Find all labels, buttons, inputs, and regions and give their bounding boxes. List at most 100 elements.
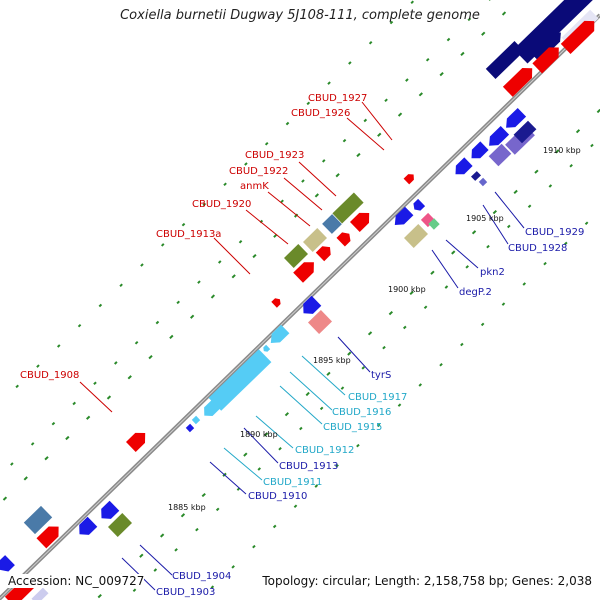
- gene-feature: [270, 324, 290, 343]
- gene-feature: [303, 228, 327, 252]
- ruler-1895: 1895 kbp: [313, 356, 351, 365]
- tick-mark: [527, 204, 532, 208]
- label-cbud-1929: CBUD_1929: [525, 227, 584, 238]
- tick-mark: [492, 209, 497, 215]
- tick-mark: [584, 221, 589, 226]
- tick-mark: [410, 0, 415, 5]
- gene-feature: [428, 218, 440, 230]
- tick-mark: [190, 314, 195, 319]
- gene-feature: [488, 143, 512, 167]
- tick-mark: [522, 282, 527, 286]
- tick-mark: [299, 426, 303, 431]
- gene-feature: [404, 224, 428, 248]
- tick-mark: [384, 98, 388, 103]
- tick-mark: [439, 362, 443, 367]
- label-tyrs: tyrS: [371, 370, 391, 381]
- tick-mark: [467, 17, 472, 22]
- tick-mark: [56, 344, 61, 348]
- tick-mark: [306, 101, 311, 106]
- tick-mark: [348, 61, 352, 65]
- label-cbud-1928: CBUD_1928: [508, 243, 567, 254]
- gene-feature: [403, 174, 414, 185]
- gene-feature: [191, 415, 201, 425]
- tick-mark: [160, 243, 165, 247]
- tick-mark: [223, 182, 227, 187]
- tick-mark: [347, 351, 352, 356]
- tick-mark: [342, 138, 347, 143]
- ruler-1905: 1905 kbp: [466, 214, 504, 223]
- gene-feature: [36, 526, 59, 549]
- ruler-labels: 1885 kbp 1890 kbp 1895 kbp 1900 kbp 1905…: [168, 146, 581, 512]
- tick-mark: [423, 305, 428, 310]
- tick-mark: [139, 553, 144, 558]
- gene-feature: [394, 206, 414, 225]
- tick-mark: [486, 244, 490, 249]
- tick-mark: [548, 184, 553, 188]
- tick-mark: [238, 239, 243, 244]
- tick-mark: [148, 354, 153, 360]
- gene-feature: [560, 20, 595, 54]
- label-cbud-1915: CBUD_1915: [323, 422, 382, 433]
- tick-mark: [155, 320, 160, 325]
- tick-mark: [153, 568, 158, 572]
- tick-mark: [439, 71, 444, 77]
- tick-mark: [174, 548, 178, 552]
- gene-feature: [271, 298, 281, 308]
- tick-mark: [98, 303, 103, 308]
- gene-feature: [322, 214, 342, 234]
- genome-summary: Topology: circular; Length: 2,158,758 bp…: [262, 574, 592, 588]
- label-cbud-1910: CBUD_1910: [248, 491, 307, 502]
- tick-mark: [405, 78, 409, 82]
- tick-mark: [481, 31, 486, 36]
- tick-mark: [314, 193, 319, 198]
- tick-mark: [293, 504, 298, 509]
- tick-mark: [65, 435, 70, 441]
- tick-mark: [44, 456, 49, 461]
- tick-mark: [252, 253, 257, 259]
- label-cbud-1920: CBUD_1920: [192, 199, 251, 210]
- tick-mark: [418, 383, 423, 387]
- tick-mark: [77, 323, 82, 328]
- gene-labels: CBUD_1927 CBUD_1926 CBUD_1923 CBUD_1922 …: [20, 93, 584, 598]
- label-cbud-1926: CBUD_1926: [291, 108, 350, 119]
- tick-mark: [430, 270, 435, 275]
- tick-mark: [93, 381, 97, 385]
- gene-feature: [185, 423, 195, 433]
- gene-feature: [336, 232, 351, 247]
- label-cbud-1916: CBUD_1916: [332, 407, 391, 418]
- tick-mark: [367, 331, 373, 336]
- tick-mark: [389, 20, 394, 25]
- gene-feature: [31, 587, 49, 600]
- tick-mark: [15, 384, 19, 389]
- tick-mark: [284, 412, 290, 417]
- tick-mark: [51, 421, 56, 426]
- gene-feature: [126, 432, 146, 452]
- gene-feature: [530, 32, 561, 62]
- tick-mark: [543, 261, 547, 266]
- gene-feature: [455, 157, 473, 175]
- tick-mark: [2, 496, 8, 501]
- tick-mark: [97, 593, 102, 599]
- gene-feature: [350, 212, 370, 232]
- label-cbud-1913: CBUD_1913: [279, 461, 338, 472]
- ruler-1900: 1900 kbp: [388, 285, 426, 294]
- tick-mark: [501, 302, 506, 306]
- tick-mark: [23, 476, 28, 481]
- label-cbud-1923: CBUD_1923: [245, 150, 304, 161]
- tick-mark: [134, 340, 139, 345]
- gene-feature: [101, 500, 120, 519]
- tick-mark: [106, 395, 112, 400]
- gene-feature: [284, 244, 308, 268]
- tick-mark: [356, 443, 360, 448]
- map-title: Coxiella burnetii Dugway 5J108-111, comp…: [120, 8, 480, 23]
- tick-mark: [590, 143, 594, 148]
- tick-mark: [555, 149, 560, 154]
- tick-mark: [132, 588, 137, 593]
- gene-feature: [471, 141, 489, 159]
- tick-mark: [160, 533, 165, 538]
- tick-mark: [201, 492, 206, 498]
- tick-mark: [217, 260, 222, 264]
- label-cbud-1903: CBUD_1903: [156, 587, 215, 598]
- tick-mark: [397, 112, 403, 117]
